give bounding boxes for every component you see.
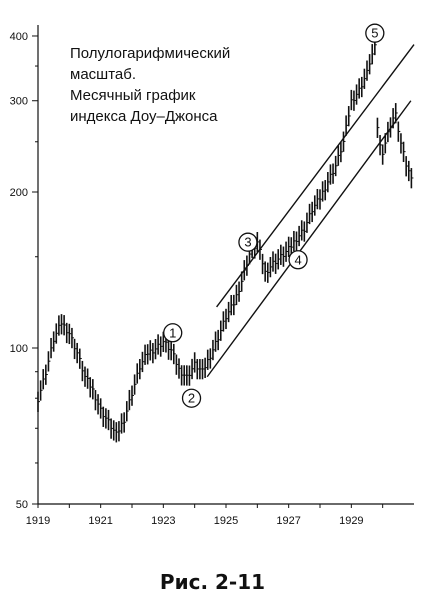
annotation-line-3: Месячный график xyxy=(70,87,196,104)
marker-circle xyxy=(365,23,385,43)
x-tick-label: 1923 xyxy=(151,515,175,527)
marker-circle xyxy=(163,323,183,343)
marker-label: 3 xyxy=(244,235,251,250)
marker-circle xyxy=(288,250,308,270)
marker-circle xyxy=(238,232,258,252)
x-tick-label: 1919 xyxy=(26,515,50,527)
marker-label: 5 xyxy=(371,26,378,41)
x-tick-label: 1921 xyxy=(88,515,112,527)
y-tick-label: 100 xyxy=(10,343,28,355)
annotation-line-2: масштаб. xyxy=(70,66,136,83)
price-bars xyxy=(37,34,414,443)
marker-label: 2 xyxy=(188,391,195,406)
annotation-line-1: Полулогарифмический xyxy=(70,45,230,62)
y-tick-label: 300 xyxy=(10,96,28,108)
x-tick-label: 1925 xyxy=(214,515,238,527)
y-tick-label: 200 xyxy=(10,187,28,199)
x-ticks: 1919 1921 1923 1925 1927 1929 xyxy=(26,504,384,527)
y-tick-label: 50 xyxy=(16,499,28,511)
channel-line xyxy=(216,44,415,308)
y-ticks: 50 100 200 300 400 xyxy=(10,31,38,511)
marker-circle xyxy=(181,388,202,408)
marker-label: 1 xyxy=(169,325,176,340)
marker-label: 4 xyxy=(294,252,301,267)
x-tick-label: 1929 xyxy=(339,515,363,527)
channel-line xyxy=(206,100,412,378)
figure-caption: Рис. 2-11 xyxy=(159,570,266,594)
trend-channel xyxy=(206,44,415,378)
annotation-line-4: индекса Доу–Джонса xyxy=(70,108,218,125)
wave-markers: 1 2 3 4 5 xyxy=(163,23,385,408)
x-tick-label: 1927 xyxy=(276,515,300,527)
y-tick-label: 400 xyxy=(10,31,28,43)
